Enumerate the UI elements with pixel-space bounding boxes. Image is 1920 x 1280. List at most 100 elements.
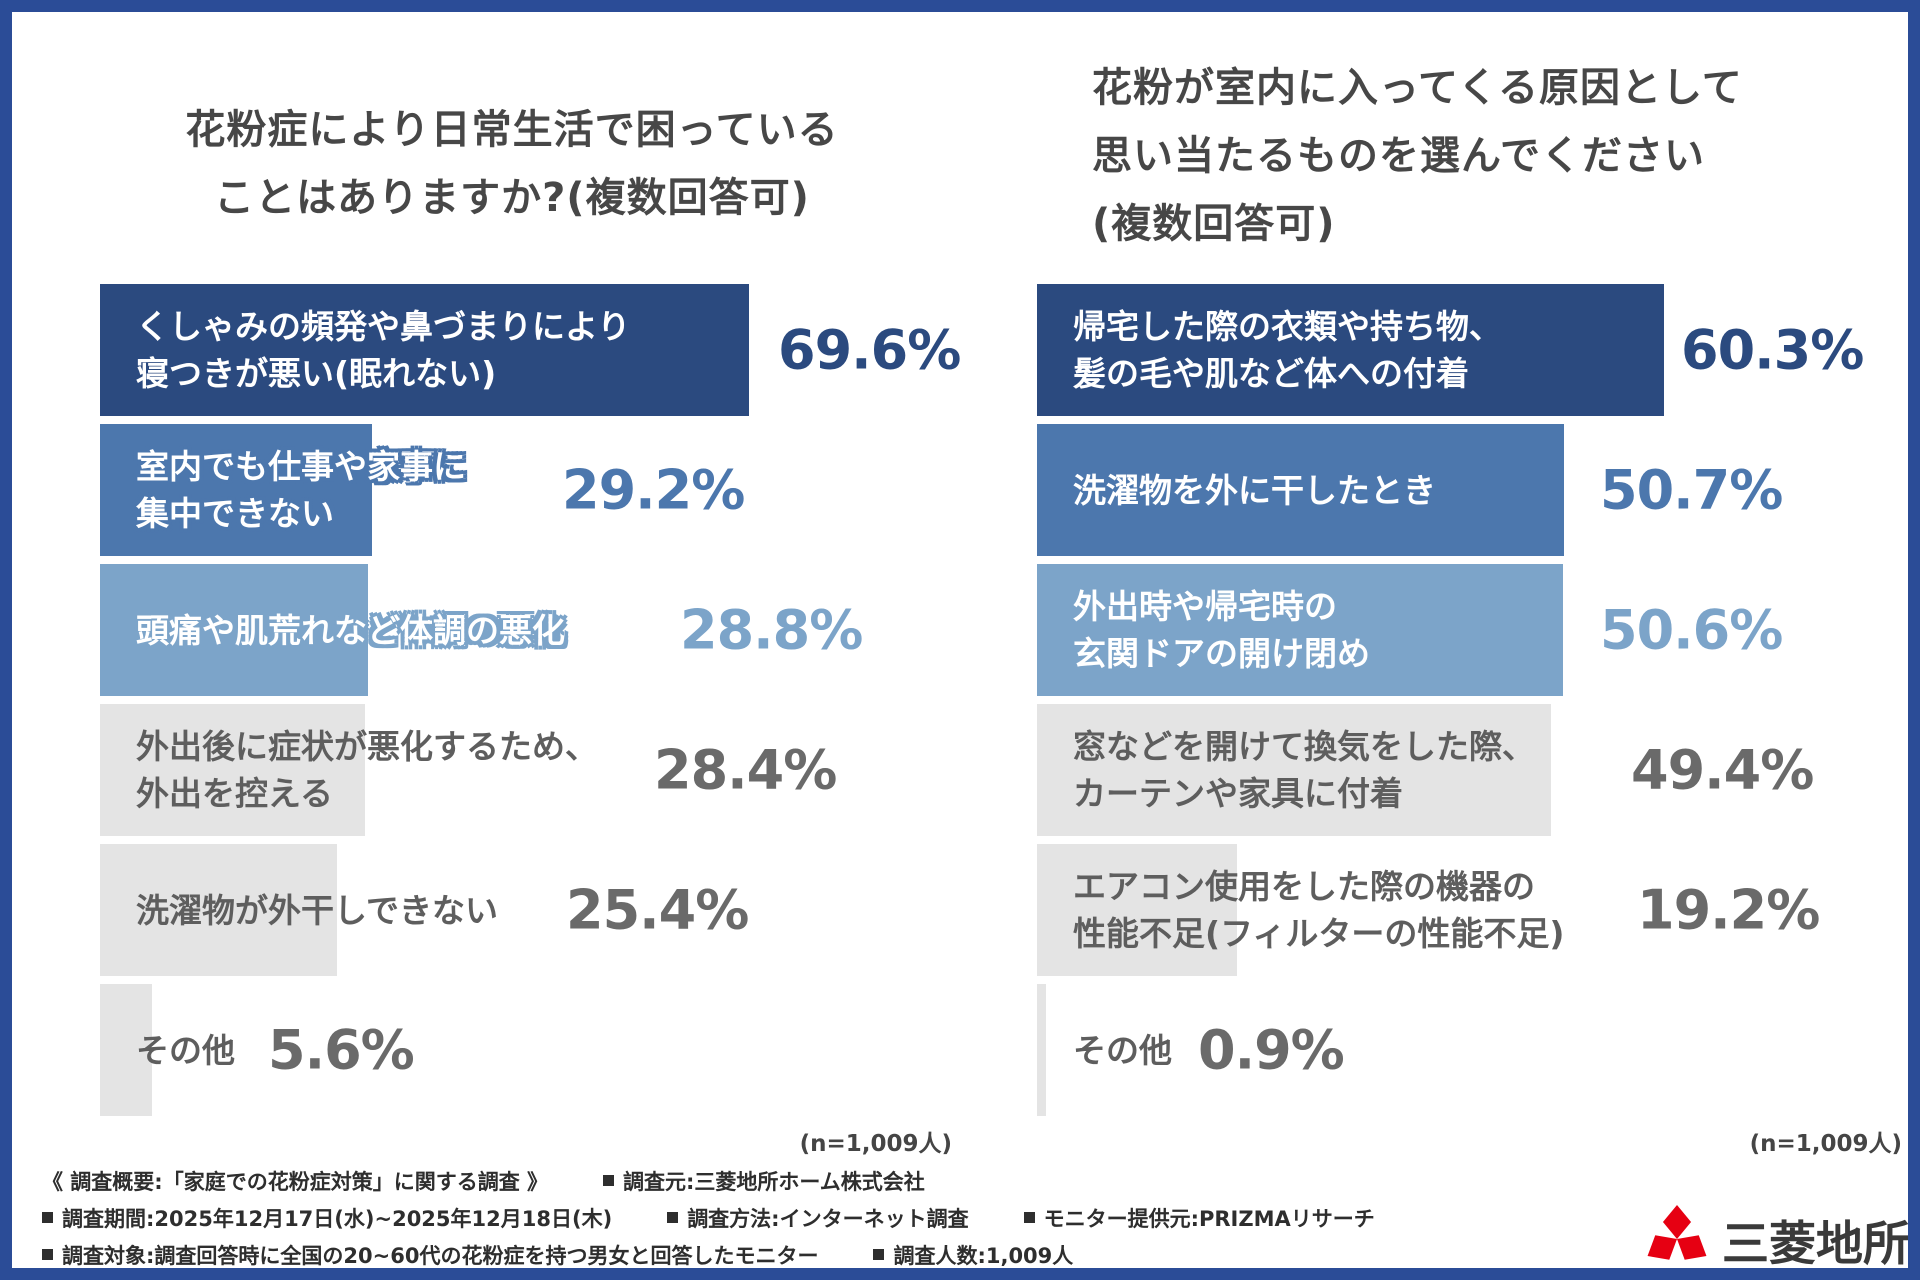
bar-rect	[1037, 844, 1237, 976]
chart1-title: 花粉症により日常生活で困っている ことはありますか?(複数回答可)	[82, 96, 942, 232]
bar-label-line: その他	[136, 1030, 235, 1070]
bar-value-label: 50.7%	[1600, 458, 1783, 522]
bar-value-label: 49.4%	[1631, 738, 1814, 802]
bullet-square-icon	[1023, 1212, 1035, 1223]
bar-row: その他 5.6%	[100, 984, 1040, 1116]
bar-label: 帰宅した際の衣類や持ち物、 髪の毛や肌など体への付着	[1073, 284, 1502, 416]
chart2-title-line: 花粉が室内に入ってくる原因として	[1092, 65, 1743, 111]
bar-label: 室内でも仕事や家事に 集中できない	[136, 424, 466, 556]
chart1-title-line: 花粉症により日常生活で困っている	[185, 107, 839, 153]
bar-label: 外出時や帰宅時の 玄関ドアの開け閉め	[1073, 564, 1370, 696]
footer-item: モニター提供元:PRIZMAリサーチ	[1023, 1203, 1375, 1233]
bar-label-line: 帰宅した際の衣類や持ち物、	[1073, 307, 1502, 346]
footer-text: モニター提供元:PRIZMAリサーチ	[1043, 1206, 1375, 1231]
bar-label-line: 玄関ドアの開け閉め	[1073, 634, 1370, 673]
mitsubishi-diamonds-icon	[1647, 1204, 1707, 1260]
bar-label-line: エアコン使用をした際の機器の	[1073, 867, 1535, 906]
chart1-sample-size: (n=1,009人)	[799, 1131, 952, 1157]
chart1-title-line: ことはありますか?(複数回答可)	[214, 175, 810, 221]
chart2-title-line: (複数回答可)	[1092, 201, 1336, 247]
bar-label: 洗濯物を外に干したとき	[1073, 424, 1436, 556]
bar-label: 外出後に症状が悪化するため、 外出を控える	[136, 704, 598, 836]
chart1-bars: くしゃみの頻発や鼻づまりにより 寝つきが悪い(眠れない) 69.6% 室内でも仕事や家…	[100, 284, 1040, 1136]
bar-row: 頭痛や肌荒れなど体調の悪化 28.8%	[100, 564, 1040, 696]
footer-text: 調査対象:調査回答時に全国の20~60代の花粉症を持つ男女と回答したモニター	[62, 1243, 819, 1268]
bullet-square-icon	[42, 1249, 53, 1260]
bar-value-label: 28.4%	[654, 738, 837, 802]
bar-value-label: 25.4%	[566, 878, 749, 942]
bar-value-label: 69.6%	[778, 318, 961, 382]
bar-value-label: 19.2%	[1637, 878, 1820, 942]
bar-row: 室内でも仕事や家事に 集中できない 29.2%	[100, 424, 1040, 556]
bar-label-line: 室内でも仕事や家事に	[136, 447, 466, 486]
bar-rect	[1037, 704, 1551, 836]
bar-label: 洗濯物が外干しできない	[136, 844, 498, 976]
bar-label: その他	[1073, 984, 1172, 1116]
bar-row: 外出時や帰宅時の 玄関ドアの開け閉め 50.6%	[1037, 564, 1908, 696]
bar-label-line: 性能不足(フィルターの性能不足)	[1073, 914, 1565, 953]
bar-label: エアコン使用をした際の機器の 性能不足(フィルターの性能不足)	[1073, 844, 1565, 976]
bar-row: くしゃみの頻発や鼻づまりにより 寝つきが悪い(眠れない) 69.6%	[100, 284, 1040, 416]
bar-rect	[100, 564, 368, 696]
footer-item: 調査元:三菱地所ホーム株式会社	[603, 1166, 925, 1196]
bar-value-label: 28.8%	[680, 598, 863, 662]
footer-item: 調査方法:インターネット調査	[667, 1203, 969, 1233]
bar-row: その他 0.9%	[1037, 984, 1908, 1116]
footer-line: 《 調査概要:「家庭での花粉症対策」に関する調査 》 調査元:三菱地所ホーム株式会…	[42, 1162, 1642, 1199]
bar-label-line: 寝つきが悪い(眠れない)	[136, 354, 497, 393]
chart2-title-line: 思い当たるものを選んでください	[1092, 133, 1705, 179]
bar-row: 帰宅した際の衣類や持ち物、 髪の毛や肌など体への付着 60.3%	[1037, 284, 1908, 416]
bar-label-line: 洗濯物が外干しできない	[136, 890, 499, 930]
bar-value-label: 5.6%	[268, 1018, 415, 1082]
bar-value-label: 60.3%	[1681, 318, 1864, 382]
footer-text: 《 調査概要:「家庭での花粉症対策」に関する調査 》	[42, 1169, 549, 1194]
bar-label-line: カーテンや家具に付着	[1073, 774, 1403, 813]
bar-rect	[1037, 564, 1563, 696]
bar-value-label: 0.9%	[1198, 1018, 1345, 1082]
company-logo: 三菱地所ホーム	[1640, 1204, 1910, 1272]
bar-row: 外出後に症状が悪化するため、 外出を控える 28.4%	[100, 704, 1040, 836]
bar-label: 窓などを開けて換気をした際、 カーテンや家具に付着	[1073, 704, 1535, 836]
bar-label: 頭痛や肌荒れなど体調の悪化	[136, 564, 565, 696]
bar-label-line: 外出時や帰宅時の	[1073, 587, 1337, 626]
bar-row: エアコン使用をした際の機器の 性能不足(フィルターの性能不足) 19.2%	[1037, 844, 1908, 976]
company-logo-text: 三菱地所ホーム	[1722, 1216, 1910, 1272]
bar-rect	[100, 844, 337, 976]
bar-label-line: 頭痛や肌荒れなど体調の悪化	[136, 610, 565, 650]
footer-item: 調査対象:調査回答時に全国の20~60代の花粉症を持つ男女と回答したモニター	[42, 1240, 819, 1269]
bar-label-line: その他	[1073, 1030, 1172, 1070]
bullet-square-icon	[667, 1212, 679, 1223]
footer-line: 調査対象:調査回答時に全国の20~60代の花粉症を持つ男女と回答したモニター 調査…	[42, 1236, 1642, 1269]
bar-label-line: 洗濯物を外に干したとき	[1073, 470, 1436, 510]
survey-overview-footer: 《 調査概要:「家庭での花粉症対策」に関する調査 》 調査元:三菱地所ホーム株式会…	[42, 1162, 1642, 1269]
bar-label-line: 窓などを開けて換気をした際、	[1073, 727, 1535, 766]
chart2-title: 花粉が室内に入ってくる原因として 思い当たるものを選んでください (複数回答可)	[1092, 54, 1743, 258]
bar-label-line: くしゃみの頻発や鼻づまりにより	[136, 307, 631, 346]
footer-text: 調査人数:1,009人	[893, 1243, 1074, 1268]
bullet-square-icon	[603, 1175, 615, 1186]
footer-text: 調査方法:インターネット調査	[687, 1206, 969, 1231]
bar-rect	[100, 424, 372, 556]
bar-label-line: 集中できない	[136, 494, 334, 533]
bar-row: 洗濯物を外に干したとき 50.7%	[1037, 424, 1908, 556]
bar-rect	[100, 704, 365, 836]
bar-rect	[100, 984, 152, 1116]
bar-value-label: 29.2%	[562, 458, 745, 522]
bar-rect	[1037, 984, 1046, 1116]
footer-item: 調査期間:2025年12月17日(水)~2025年12月18日(木)	[42, 1203, 612, 1233]
chart2-bars: 帰宅した際の衣類や持ち物、 髪の毛や肌など体への付着 60.3% 洗濯物を外に干したと…	[1037, 284, 1908, 1136]
bar-row: 洗濯物が外干しできない 25.4%	[100, 844, 1040, 976]
bar-label: その他	[136, 984, 235, 1116]
footer-item: 《 調査概要:「家庭での花粉症対策」に関する調査 》	[42, 1166, 548, 1196]
footer-line: 調査期間:2025年12月17日(水)~2025年12月18日(木) 調査方法:イ…	[42, 1199, 1642, 1236]
bar-label-line: 外出後に症状が悪化するため、	[136, 727, 598, 766]
bar-rect	[100, 284, 749, 416]
bar-label: くしゃみの頻発や鼻づまりにより 寝つきが悪い(眠れない)	[136, 284, 630, 416]
bar-label-line: 髪の毛や肌など体への付着	[1073, 354, 1469, 393]
bullet-square-icon	[42, 1212, 53, 1223]
bar-row: 窓などを開けて換気をした際、 カーテンや家具に付着 49.4%	[1037, 704, 1908, 836]
bar-rect	[1037, 284, 1664, 416]
footer-text: 調査元:三菱地所ホーム株式会社	[623, 1169, 925, 1194]
bar-label-line: 外出を控える	[136, 774, 334, 813]
